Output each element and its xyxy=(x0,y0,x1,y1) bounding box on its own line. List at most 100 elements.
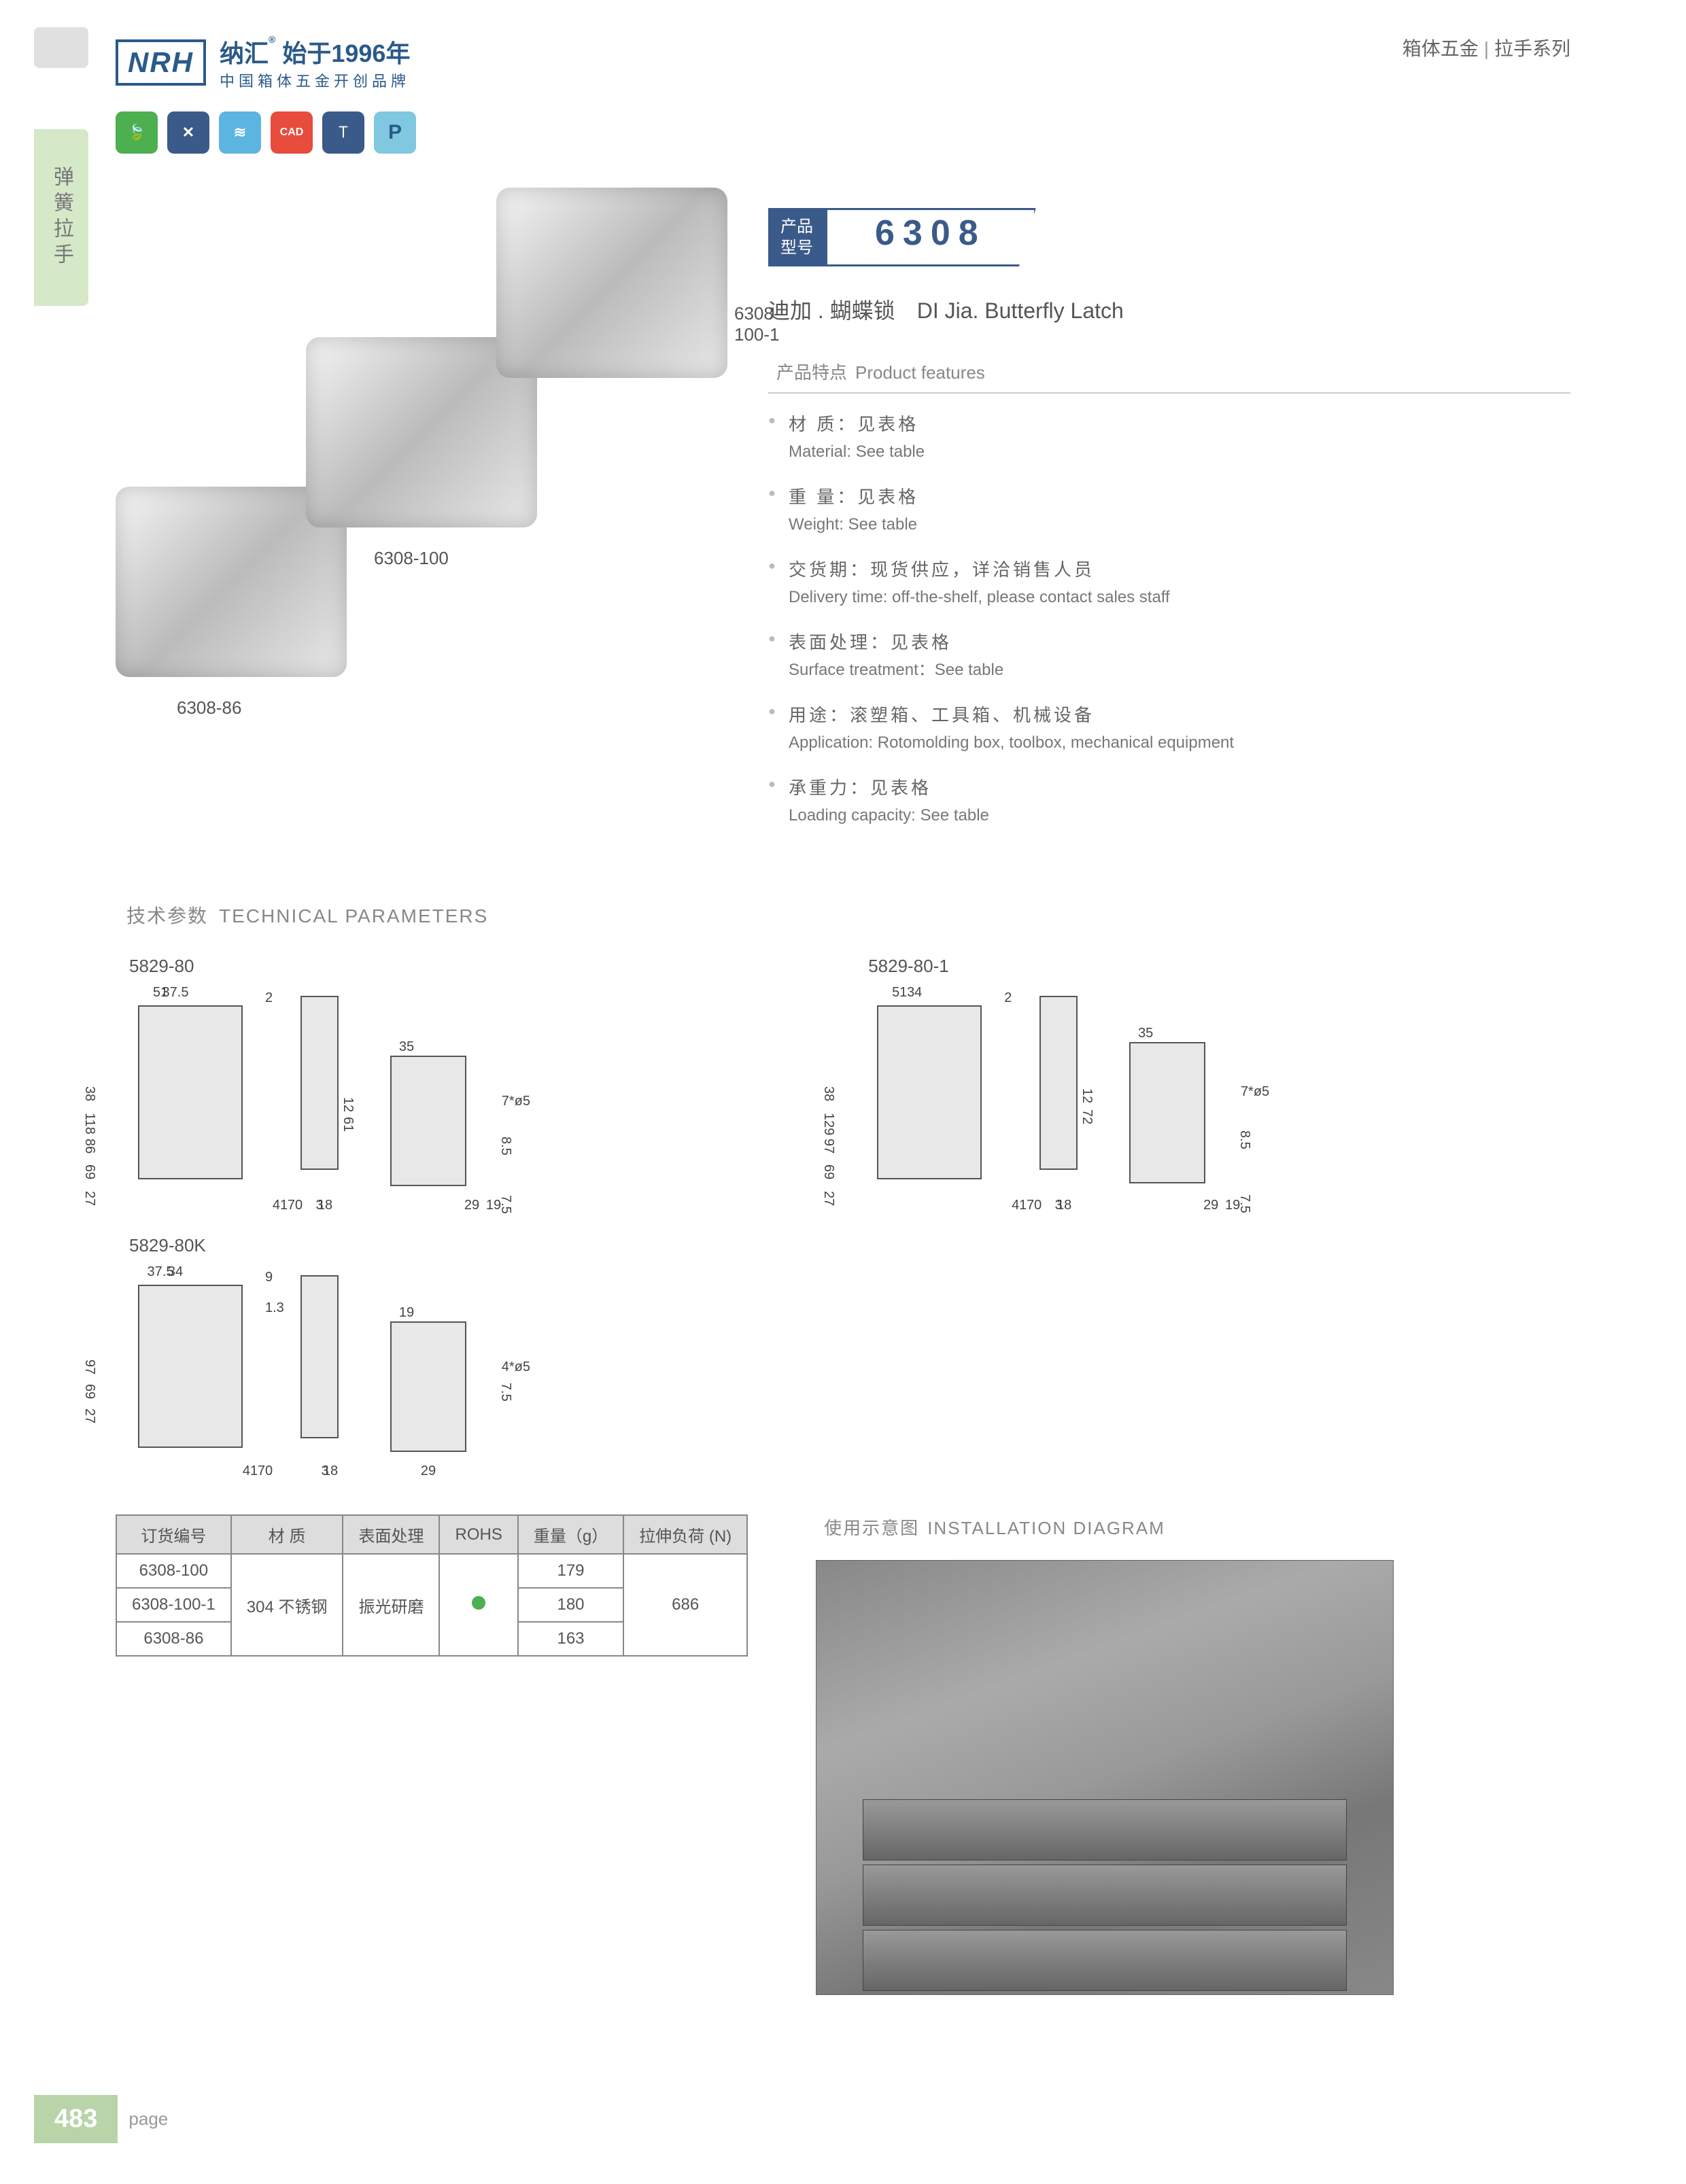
dimension-label: 29 xyxy=(421,1463,436,1479)
dimension-label: 7*ø5 xyxy=(1241,1084,1269,1100)
product-gallery: 6308-86 6308-100 6308-100-1 xyxy=(116,188,727,765)
dimension-label: 69 xyxy=(82,1164,97,1179)
tech-drawing-view: 5134381299769274170 xyxy=(855,990,1004,1208)
dimension-label: 41 xyxy=(273,1198,288,1213)
feature-en: Delivery time: off-the-shelf, please con… xyxy=(789,585,1570,610)
drawing-label: 5829-80 xyxy=(129,956,814,977)
product-image-3 xyxy=(496,188,727,378)
page-number-value: 483 xyxy=(34,2095,118,2143)
dimension-label: 12 xyxy=(340,1097,356,1112)
table-header: 重量（g） xyxy=(518,1515,623,1554)
feature-en: Loading capacity: See table xyxy=(789,803,1570,828)
feature-item: 交货期：现货供应，详洽销售人员 Delivery time: off-the-sh… xyxy=(768,556,1570,610)
p-icon: P xyxy=(374,111,416,154)
tech-drawing-view: 3512728.57*ø5297.519 xyxy=(1113,1031,1222,1208)
feature-item: 表面处理：见表格Surface treatment：See table xyxy=(768,629,1570,682)
product-label-1: 6308-86 xyxy=(177,697,241,718)
feature-cn: 承重力：见表格 xyxy=(789,774,1570,799)
dimension-label: 18 xyxy=(1056,1198,1071,1213)
dimension-label: 97 xyxy=(82,1359,97,1374)
dimension-label: 51 xyxy=(892,985,907,1001)
screw-icon: ⟙ xyxy=(322,111,364,154)
drawing-views: 5134381299769274170 2318 3512728.57*ø5297.… xyxy=(855,990,1553,1208)
feature-item: 用途：滚塑箱、工具箱、机械设备Application: Rotomolding … xyxy=(768,701,1570,755)
dimension-label: 19 xyxy=(1225,1198,1240,1213)
dimension-label: 2 xyxy=(1004,990,1012,1006)
dimension-label: 41 xyxy=(1012,1198,1027,1213)
table-header: 订货编号 xyxy=(116,1515,231,1554)
dimension-label: 86 xyxy=(82,1139,97,1154)
feature-cn: 交货期：现货供应，详洽销售人员 xyxy=(789,556,1570,581)
feature-cn: 材 质：见表格 xyxy=(789,411,1570,436)
table-row: 6308-100304 不锈钢振光研磨179686 xyxy=(116,1554,747,1588)
cell-material: 304 不锈钢 xyxy=(231,1554,343,1656)
install-heading: 使用示意图INSTALLATION DIAGRAM xyxy=(816,1514,1570,1540)
cell-code: 6308-100-1 xyxy=(116,1588,231,1622)
dimension-label: 72 xyxy=(1079,1109,1095,1124)
dimension-label: 19 xyxy=(486,1198,501,1213)
dimension-label: 38 xyxy=(82,1086,97,1101)
dimension-label: 35 xyxy=(399,1039,414,1055)
cell-code: 6308-86 xyxy=(116,1622,231,1656)
dimension-label: 34 xyxy=(907,985,922,1001)
cell-load: 686 xyxy=(623,1554,747,1656)
table-header: 表面处理 xyxy=(343,1515,439,1554)
tech-drawing-view: 2318 xyxy=(1031,990,1086,1208)
drawing-group: 5829-80 5137.5381188669274170 2318 3512618.… xyxy=(116,956,814,1208)
cell-weight: 163 xyxy=(518,1622,623,1656)
logo-area: NRH 纳汇® 始于1996年 中国箱体五金开创品牌 xyxy=(116,34,410,91)
feature-icon-row: 🍃 ✕ ≋ CAD ⟙ P xyxy=(116,111,1570,154)
product-label-2: 6308-100 xyxy=(374,548,449,569)
dimension-label: 41 xyxy=(243,1463,258,1479)
tech-drawing-view: 3512618.57*ø5297.519 xyxy=(374,1045,483,1208)
feature-item: 材 质：见表格 Material: See table xyxy=(768,411,1570,464)
features-list: 材 质：见表格 Material: See table 重 量：见表格Weight:… xyxy=(768,411,1570,828)
product-label-3: 6308-100-1 xyxy=(734,303,780,345)
product-info-panel: 产品 型号 6308 迪加 . 蝴蝶锁 DI Jia. Butterfly La… xyxy=(768,188,1570,847)
feature-en: Surface treatment：See table xyxy=(789,658,1570,682)
dimension-label: 18 xyxy=(317,1198,332,1213)
cad-icon: CAD xyxy=(271,111,313,154)
dimension-label: 69 xyxy=(82,1384,97,1399)
tech-drawing-view: 19297.54*ø5 xyxy=(374,1311,483,1474)
cell-code: 6308-100 xyxy=(116,1554,231,1588)
model-badge: 产品 型号 6308 xyxy=(768,208,1570,266)
feature-en: Material: See table xyxy=(789,440,1570,464)
tools-icon: ✕ xyxy=(167,111,209,154)
feature-item: 重 量：见表格Weight: See table xyxy=(768,483,1570,537)
dimension-label: 8.5 xyxy=(1237,1130,1252,1149)
model-number: 6308 xyxy=(825,208,1036,266)
page-label: page xyxy=(128,2109,168,2130)
spec-table: 订货编号材 质表面处理ROHS重量（g）拉伸负荷 (N) 6308-100304… xyxy=(116,1514,748,1657)
feature-en: Weight: See table xyxy=(789,513,1570,537)
eco-icon: 🍃 xyxy=(116,111,158,154)
spec-table-wrapper: 订货编号材 质表面处理ROHS重量（g）拉伸负荷 (N) 6308-100304… xyxy=(116,1514,748,1657)
cell-rohs xyxy=(439,1554,517,1656)
feature-item: 承重力：见表格 Loading capacity: See table xyxy=(768,774,1570,828)
dimension-label: 97 xyxy=(821,1139,836,1154)
model-label: 产品 型号 xyxy=(768,208,825,266)
table-header: 拉伸负荷 (N) xyxy=(623,1515,747,1554)
features-heading: 产品特点Product features xyxy=(768,359,1570,394)
table-header: 材 质 xyxy=(231,1515,343,1554)
feature-cn: 用途：滚塑箱、工具箱、机械设备 xyxy=(789,701,1570,727)
dimension-label: 27 xyxy=(821,1191,836,1206)
drawing-group: 5829-80-1513438129976927417023183512728.… xyxy=(855,956,1553,1208)
drawing-views: 37.534976927417091.331819297.54*ø5 xyxy=(116,1270,814,1474)
rohs-dot-icon xyxy=(472,1596,485,1610)
tech-drawing-view: 2318 xyxy=(292,990,347,1208)
dimension-label: 27 xyxy=(82,1191,97,1206)
logo-tagline: 中国箱体五金开创品牌 xyxy=(220,69,410,91)
dimension-label: 29 xyxy=(1203,1198,1218,1213)
dimension-label: 38 xyxy=(821,1086,836,1101)
dimension-label: 61 xyxy=(340,1117,356,1132)
dimension-label: 27 xyxy=(82,1408,97,1423)
install-section: 使用示意图INSTALLATION DIAGRAM xyxy=(816,1514,1570,1995)
dimension-label: 7.5 xyxy=(498,1383,513,1402)
technical-drawings: 5829-805137.538118866927417023183512618.… xyxy=(116,956,1570,1474)
cell-weight: 180 xyxy=(518,1588,623,1622)
dimension-label: 18 xyxy=(323,1463,338,1479)
dimension-label: 1.3 xyxy=(265,1300,284,1316)
spring-icon: ≋ xyxy=(219,111,261,154)
tech-drawing-view: 5137.5381188669274170 xyxy=(116,990,265,1208)
